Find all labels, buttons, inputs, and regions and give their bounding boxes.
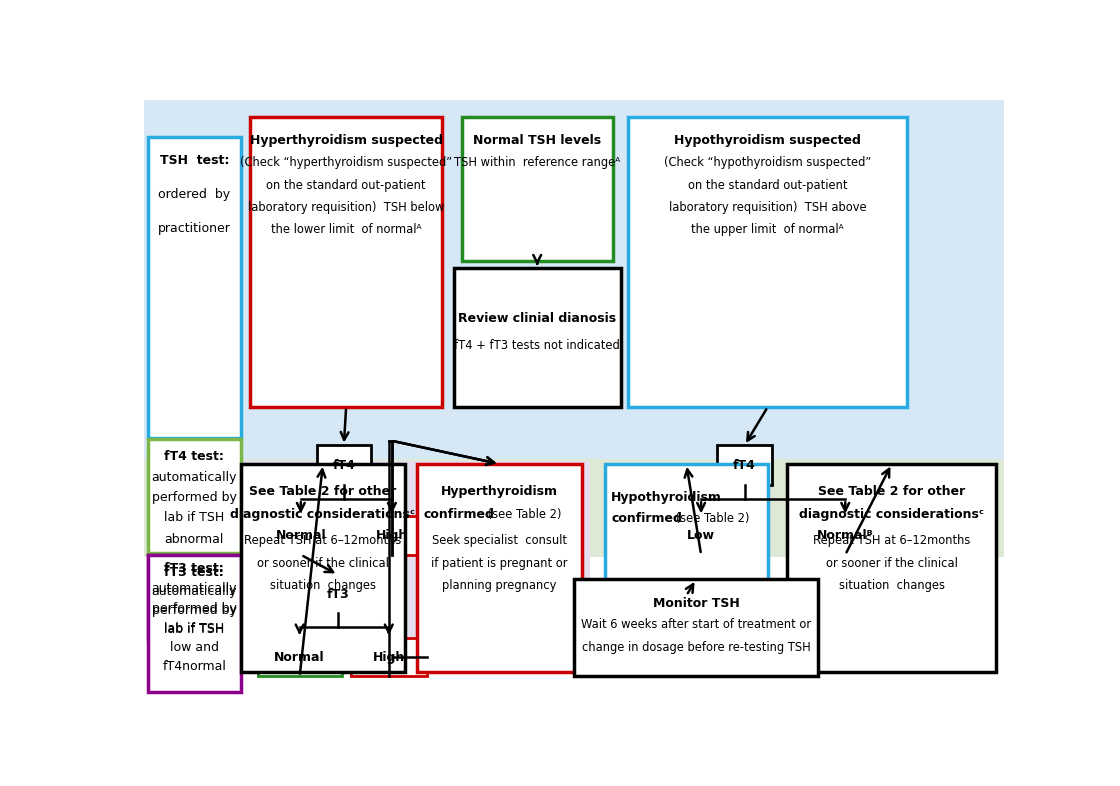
Text: Normalᴮ: Normalᴮ <box>816 529 874 542</box>
Text: Seek specialist  consult: Seek specialist consult <box>432 534 567 546</box>
FancyBboxPatch shape <box>241 464 405 672</box>
FancyBboxPatch shape <box>605 464 767 596</box>
Text: automatically: automatically <box>151 586 237 598</box>
Text: (Check “hypothyroidism suspected”: (Check “hypothyroidism suspected” <box>664 156 871 169</box>
Text: diagnostic considerationsᶜ: diagnostic considerationsᶜ <box>800 509 984 521</box>
FancyBboxPatch shape <box>668 516 735 555</box>
FancyBboxPatch shape <box>317 446 371 486</box>
Text: Monitor TSH: Monitor TSH <box>653 597 739 610</box>
FancyBboxPatch shape <box>250 117 442 407</box>
Text: TSH within  reference rangeᴬ: TSH within reference rangeᴬ <box>454 156 620 169</box>
Text: Low: Low <box>687 529 715 542</box>
Text: or sooner if the clinical: or sooner if the clinical <box>256 556 389 570</box>
FancyBboxPatch shape <box>357 516 427 555</box>
FancyBboxPatch shape <box>309 575 367 613</box>
Text: Repeat TSH at 6–12months: Repeat TSH at 6–12months <box>813 534 970 546</box>
FancyBboxPatch shape <box>718 446 772 486</box>
Text: practitioner: practitioner <box>158 222 231 235</box>
FancyBboxPatch shape <box>143 458 1005 557</box>
Text: (Check “hyperthyroidism suspected”: (Check “hyperthyroidism suspected” <box>240 156 452 169</box>
Text: situation  changes: situation changes <box>270 579 376 592</box>
Text: on the standard out-patient: on the standard out-patient <box>688 178 848 192</box>
FancyBboxPatch shape <box>148 555 241 640</box>
Text: Hyperthyroidism: Hyperthyroidism <box>441 485 558 498</box>
Text: automatically: automatically <box>151 472 237 484</box>
FancyBboxPatch shape <box>260 516 342 555</box>
Text: Hyperthyroidism suspected: Hyperthyroidism suspected <box>250 134 442 147</box>
FancyBboxPatch shape <box>148 439 241 553</box>
FancyBboxPatch shape <box>418 464 581 672</box>
Text: High: High <box>375 529 408 542</box>
Text: or sooner if the clinical: or sooner if the clinical <box>825 556 958 570</box>
Text: (see Table 2): (see Table 2) <box>484 509 561 521</box>
Text: confirmed: confirmed <box>423 509 495 521</box>
Text: situation  changes: situation changes <box>839 579 945 592</box>
Text: confirmed: confirmed <box>612 512 682 525</box>
Text: performed by: performed by <box>152 602 236 615</box>
Text: Review clinial dianosis: Review clinial dianosis <box>458 312 616 325</box>
FancyBboxPatch shape <box>148 555 241 692</box>
Text: fT4: fT4 <box>333 459 355 472</box>
Text: Normal: Normal <box>274 651 325 663</box>
FancyBboxPatch shape <box>628 117 907 407</box>
Text: Wait 6 weeks after start of treatment or: Wait 6 weeks after start of treatment or <box>581 619 811 631</box>
Text: (see Table 2): (see Table 2) <box>672 512 749 525</box>
Text: the lower limit  of normalᴬ: the lower limit of normalᴬ <box>271 223 421 237</box>
FancyBboxPatch shape <box>787 464 997 672</box>
Text: fT3: fT3 <box>327 588 349 601</box>
Text: fT4: fT4 <box>734 459 756 472</box>
FancyBboxPatch shape <box>148 138 241 438</box>
Text: on the standard out-patient: on the standard out-patient <box>267 178 426 192</box>
Text: diagnostic considerationsᶜ: diagnostic considerationsᶜ <box>231 509 416 521</box>
Text: lab if TSH: lab if TSH <box>165 512 224 524</box>
Text: See Table 2 for other: See Table 2 for other <box>818 485 965 498</box>
FancyBboxPatch shape <box>143 101 1005 461</box>
FancyBboxPatch shape <box>351 638 427 677</box>
Text: Hypothyroidism: Hypothyroidism <box>612 491 722 505</box>
Text: High: High <box>373 651 405 663</box>
Text: Normal: Normal <box>276 529 326 542</box>
Text: laboratory requisition)  TSH above: laboratory requisition) TSH above <box>669 201 867 214</box>
Text: See Table 2 for other: See Table 2 for other <box>250 485 396 498</box>
FancyBboxPatch shape <box>258 638 342 677</box>
Text: Hypothyroidism suspected: Hypothyroidism suspected <box>674 134 861 147</box>
Text: the upper limit  of normalᴬ: the upper limit of normalᴬ <box>691 223 844 237</box>
FancyBboxPatch shape <box>241 461 589 640</box>
FancyBboxPatch shape <box>461 117 613 261</box>
Text: laboratory requisition)  TSH below: laboratory requisition) TSH below <box>248 201 445 214</box>
Text: automatically: automatically <box>151 582 237 595</box>
FancyBboxPatch shape <box>803 516 888 555</box>
Text: performed by: performed by <box>152 491 236 505</box>
Text: fT4 test:: fT4 test: <box>165 450 224 464</box>
Text: fT3 test:: fT3 test: <box>165 562 224 575</box>
Text: Repeat TSH at 6–12months: Repeat TSH at 6–12months <box>244 534 402 546</box>
Text: ordered  by: ordered by <box>158 188 231 201</box>
Text: planning pregnancy: planning pregnancy <box>442 579 557 592</box>
FancyBboxPatch shape <box>454 268 620 407</box>
Text: fT3 test:: fT3 test: <box>165 566 224 579</box>
Text: change in dosage before re-testing TSH: change in dosage before re-testing TSH <box>581 641 811 654</box>
Text: abnormal: abnormal <box>165 533 224 546</box>
Text: Normal TSH levels: Normal TSH levels <box>473 134 601 147</box>
Text: low and: low and <box>170 641 218 655</box>
Text: TSH  test:: TSH test: <box>159 154 228 167</box>
Text: performed by: performed by <box>152 604 236 618</box>
Text: fT4 + fT3 tests not indicated: fT4 + fT3 tests not indicated <box>455 339 620 352</box>
Text: lab if TSH: lab if TSH <box>165 623 224 636</box>
FancyBboxPatch shape <box>573 579 818 676</box>
Text: fT4normal: fT4normal <box>162 660 226 673</box>
Text: if patient is pregnant or: if patient is pregnant or <box>431 556 568 570</box>
Text: lab if TSH: lab if TSH <box>165 623 224 635</box>
